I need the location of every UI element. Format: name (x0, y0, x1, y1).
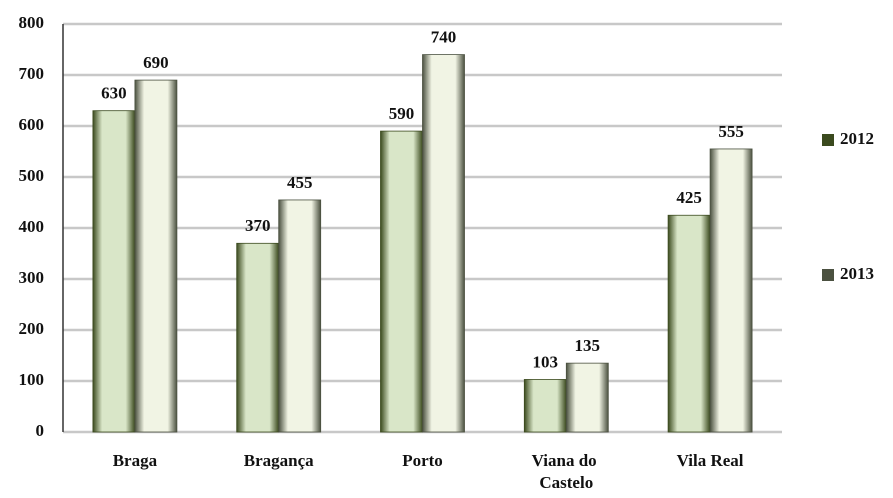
bar (134, 79, 178, 433)
bar (422, 54, 465, 433)
bar (667, 214, 711, 433)
y-tick-label: 600 (19, 115, 45, 134)
data-label: 690 (143, 53, 169, 72)
y-tick-label: 100 (19, 370, 45, 389)
x-tick-label: Porto (402, 451, 443, 470)
data-label: 455 (287, 173, 313, 192)
bar (278, 199, 322, 433)
y-tick-label: 200 (19, 319, 45, 338)
bar (523, 379, 567, 433)
y-tick-label: 0 (36, 421, 45, 440)
data-label: 103 (533, 352, 559, 371)
y-tick-label: 400 (19, 217, 45, 236)
data-label: 370 (245, 216, 271, 235)
y-tick-label: 300 (19, 268, 45, 287)
bar (380, 130, 423, 433)
bar (236, 242, 280, 433)
legend-swatch (822, 269, 834, 281)
x-tick-label: Viana do Castelo (532, 451, 601, 492)
data-label: 135 (575, 336, 601, 355)
x-tick-label: Vila Real (677, 451, 744, 470)
x-tick-label: Braga (113, 451, 158, 470)
bar (709, 148, 753, 433)
data-label: 630 (101, 84, 127, 103)
x-tick-label: Bragança (244, 451, 314, 470)
y-tick-label: 700 (19, 64, 45, 83)
bar (565, 362, 609, 433)
legend-swatch (822, 134, 834, 146)
legend-label: 2012 (840, 129, 874, 148)
data-label: 740 (431, 28, 457, 47)
legend-label: 2013 (840, 264, 874, 283)
y-tick-label: 800 (19, 13, 45, 32)
data-label: 590 (389, 104, 415, 123)
data-label: 555 (718, 122, 744, 141)
bar (92, 110, 136, 433)
data-label: 425 (676, 188, 702, 207)
y-tick-label: 500 (19, 166, 45, 185)
